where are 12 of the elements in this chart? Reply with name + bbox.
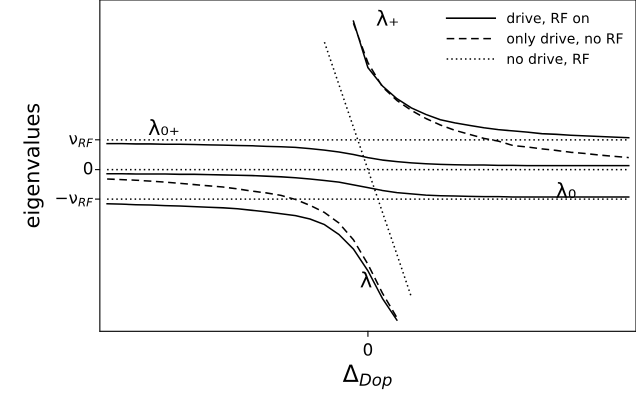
legend-label: drive, RF on xyxy=(507,12,589,25)
text: 0 xyxy=(364,343,372,356)
text: −ν$_{RF}$ xyxy=(56,194,93,206)
text: ν$_{RF}$ xyxy=(69,135,94,148)
legend-label: only drive, no RF xyxy=(507,32,623,46)
legend-label: no drive, RF xyxy=(508,53,589,66)
y-axis-title: eigenvalues xyxy=(23,104,44,228)
x-axis-title: Δ$_{Dop}$ xyxy=(342,364,392,390)
annotation: λ₊ xyxy=(376,10,398,26)
annotation: λ xyxy=(360,272,372,288)
text: 0 xyxy=(84,162,92,174)
annotation: λ₀₊ xyxy=(148,119,178,136)
